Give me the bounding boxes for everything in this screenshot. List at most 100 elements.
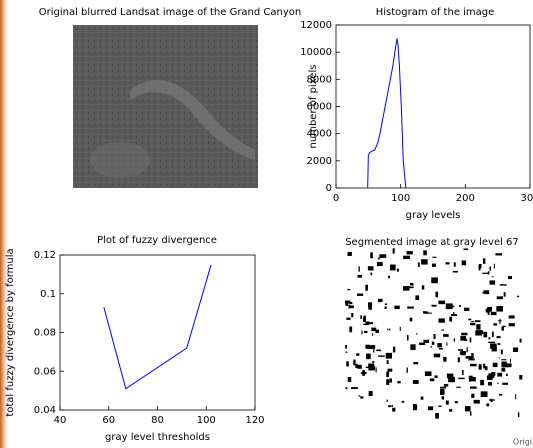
segment-pixel	[415, 295, 420, 301]
segment-pixel	[437, 343, 442, 348]
segment-pixel	[370, 252, 373, 259]
segment-pixel	[499, 284, 507, 286]
segment-pixel	[378, 300, 380, 303]
segment-pixel	[435, 412, 439, 419]
segment-pixel	[517, 412, 520, 418]
segment-pixel	[399, 326, 401, 332]
segment-pixel	[499, 318, 501, 325]
segment-pixel	[517, 295, 520, 298]
segment-pixel	[433, 353, 441, 358]
y-tick-label: 0	[326, 183, 332, 194]
segment-pixel	[482, 272, 489, 274]
segment-pixel	[490, 311, 497, 316]
segment-pixel	[386, 379, 390, 385]
image-title: Segmented image at gray level 67	[345, 237, 519, 248]
segment-pixel	[482, 291, 486, 294]
segment-pixel	[430, 346, 433, 348]
x-tick-label: 60	[102, 415, 115, 426]
segment-pixel	[519, 374, 523, 380]
segment-pixel	[443, 334, 449, 337]
segment-pixel	[376, 349, 382, 352]
segment-pixel	[452, 312, 455, 314]
segment-pixel	[471, 353, 474, 359]
x-tick-label: 120	[245, 415, 264, 426]
segment-pixel	[406, 367, 408, 373]
x-axis-label: gray level thresholds	[105, 432, 210, 443]
segment-pixel	[397, 381, 401, 384]
segment-pixel	[357, 293, 364, 296]
y-tick-label: 0.1	[40, 289, 56, 300]
segment-pixel	[417, 262, 420, 268]
x-tick-label: 80	[151, 415, 164, 426]
segment-pixel	[483, 363, 486, 369]
segment-pixel	[368, 366, 376, 371]
segment-pixel	[489, 280, 496, 285]
segment-pixel	[355, 363, 358, 368]
segment-pixel	[458, 349, 463, 351]
segment-pixel	[488, 337, 491, 340]
segment-pixel	[353, 359, 356, 366]
segment-pixel	[387, 368, 393, 372]
segment-pixel	[493, 323, 498, 326]
segment-pixel	[416, 333, 418, 335]
segment-pixel	[498, 357, 500, 359]
segment-pixel	[486, 375, 493, 380]
segment-pixel	[368, 363, 375, 368]
segment-pixel	[432, 256, 437, 259]
segment-pixel	[392, 248, 395, 254]
segment-pixel	[348, 304, 351, 309]
segment-pixel	[491, 331, 494, 338]
y-axis-label: total fuzzy divergence by formula	[5, 248, 16, 416]
segment-pixel	[468, 318, 472, 321]
segment-pixel	[459, 352, 466, 354]
segment-pixel	[487, 271, 490, 275]
segment-pixel	[502, 382, 508, 385]
segment-pixel	[433, 334, 436, 339]
segment-pixel	[461, 332, 468, 336]
segment-pixel	[388, 328, 391, 331]
segment-pixel	[508, 315, 515, 319]
segment-pixel	[453, 338, 456, 342]
segment-pixel	[406, 251, 413, 255]
chart-title: Histogram of the image	[376, 7, 495, 18]
segment-pixel	[507, 276, 513, 280]
segmented-image	[345, 248, 523, 419]
y-tick-label: 6000	[307, 102, 332, 113]
y-tick-label: 0.04	[34, 405, 56, 416]
segment-pixel	[377, 257, 380, 260]
segment-pixel	[445, 400, 449, 405]
segment-pixel	[410, 344, 416, 350]
segment-pixel	[431, 304, 437, 307]
segment-pixel	[451, 314, 458, 316]
segment-pixel	[431, 277, 438, 284]
segment-pixel	[346, 361, 349, 367]
segment-pixel	[480, 379, 485, 386]
segment-pixel	[465, 356, 473, 359]
segment-pixel	[386, 371, 390, 378]
segment-pixel	[368, 306, 372, 310]
segment-pixel	[357, 364, 362, 369]
segment-pixel	[407, 306, 414, 309]
segment-pixel	[431, 263, 436, 267]
segment-pixel	[412, 404, 418, 411]
segment-pixel	[501, 326, 504, 331]
segment-pixel	[365, 321, 370, 325]
segment-pixel	[392, 346, 396, 353]
segment-pixel	[483, 258, 486, 264]
segment-pixel	[473, 399, 480, 404]
segment-pixel	[470, 376, 476, 382]
image-title: Original blurred Landsat image of the Gr…	[39, 7, 302, 18]
segment-pixel	[485, 308, 490, 313]
segment-pixel	[363, 316, 366, 322]
landsat-image	[73, 25, 258, 188]
segment-pixel	[431, 341, 435, 345]
segment-pixel	[496, 336, 501, 339]
segment-pixel	[505, 373, 508, 377]
segment-pixel	[491, 347, 497, 352]
segment-pixel	[365, 353, 371, 360]
segment-pixel	[438, 300, 446, 305]
segment-pixel	[349, 305, 354, 309]
segment-pixel	[365, 345, 373, 349]
segment-pixel	[498, 393, 503, 396]
axes-box	[59, 254, 256, 411]
